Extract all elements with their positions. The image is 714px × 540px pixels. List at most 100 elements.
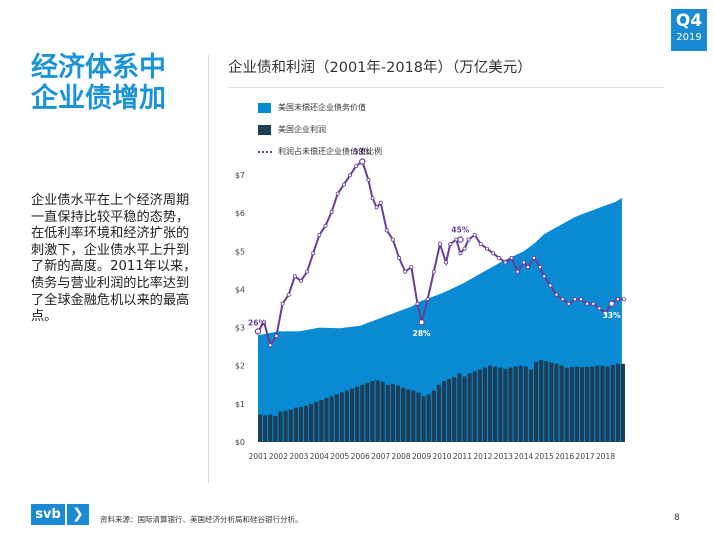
svb-logo: svb ❯ [31,504,89,525]
profit-bar [339,392,344,442]
ratio-point [437,242,442,247]
ratio-point [560,297,565,302]
profit-bar [314,401,319,442]
ratio-point [370,196,375,201]
profit-bar [390,384,395,442]
page-title-line-2: 企业债增加 [31,83,166,114]
profit-bar [278,411,283,442]
profit-bar [457,373,462,442]
ratio-point [354,164,359,169]
profit-bar [452,377,457,442]
ratio-point [274,333,279,338]
ratio-point [431,269,436,274]
profit-bar [615,363,620,442]
profit-bar [268,414,273,442]
ratio-annotation-point [608,300,615,307]
ratio-point [374,205,379,210]
ratio-point [497,255,502,260]
ratio-point [585,301,590,306]
ratio-point [323,223,328,228]
profit-bar [263,415,268,442]
ratio-point [503,260,508,265]
x-tick-label: 2010 [432,452,451,461]
ratio-point [603,310,608,315]
profit-bar [298,406,303,442]
x-tick-label: 2008 [392,452,411,461]
ratio-point [280,301,285,306]
ratio-point [366,177,371,182]
ratio-point [597,306,602,311]
x-tick-label: 2007 [371,452,390,461]
x-tick-label: 2004 [310,452,329,461]
ratio-point [515,269,520,274]
page-title-line-1: 经济体系中 [31,52,166,83]
ratio-point [409,265,414,270]
ratio-point [478,242,483,247]
legend-label-profit: 美国企业利润 [278,125,326,134]
profit-bar [396,385,401,442]
x-tick-label: 2001 [248,452,267,461]
profit-bar [447,379,452,442]
x-tick-label: 2012 [473,452,492,461]
profit-bar [344,390,349,442]
ratio-point [491,251,496,256]
page-title: 经济体系中 企业债增加 [31,52,201,114]
body-paragraph: 企业债水平在上个经济周期一直保持比较平稳的态势，在低利率环境和经济扩张的刺激下，… [31,193,197,325]
profit-bar [467,373,472,442]
ratio-point [448,242,453,247]
ratio-annotation-label: 28% [413,329,431,338]
ratio-point [335,191,340,196]
profit-bar [360,384,365,442]
ratio-point [458,251,463,256]
profit-bar [610,365,615,442]
y-tick-label: $4 [235,285,245,294]
profit-bar [401,387,406,442]
ratio-point [532,255,537,260]
profit-bar [304,405,309,442]
x-tick-label: 2016 [555,452,574,461]
ratio-point [397,255,402,260]
y-tick-label: $3 [235,324,245,333]
profit-bar [406,389,411,442]
profit-bar [283,410,288,442]
ratio-annotation-label: 26% [248,318,266,327]
profit-bar [518,365,523,442]
profit-bar [462,376,467,442]
profit-bar [370,381,375,442]
ratio-point [542,274,547,279]
ratio-point [268,343,273,348]
ratio-point [548,283,553,288]
profit-bar [580,367,585,442]
y-tick-label: $7 [235,171,245,180]
profit-bar [534,361,539,442]
badge-quarter: Q4 [675,11,703,31]
profit-bar [564,367,569,442]
ratio-point [566,301,571,306]
profit-bar [585,366,590,442]
profit-bar [442,381,447,442]
y-tick-label: $0 [235,438,245,447]
profit-bar [334,394,339,442]
x-tick-label: 2009 [412,452,431,461]
profit-bar [380,381,385,442]
x-tick-label: 2015 [535,452,554,461]
ratio-point [472,232,477,237]
ratio-point [554,292,559,297]
profit-bar [590,366,595,442]
profit-bar [411,390,416,442]
ratio-point [444,260,449,265]
profit-bar [431,390,436,442]
logo-text: svb [31,504,65,525]
profit-bar [488,365,493,442]
ratio-line [257,159,624,348]
y-tick-label: $2 [235,362,245,371]
ratio-point [525,265,530,270]
ratio-point [509,255,514,260]
chart-title: 企业债和利润（2001年-2018年）（万亿美元） [228,60,532,76]
profit-bar [493,366,498,442]
profit-bar [600,365,605,442]
ratio-annotation-point [359,158,366,165]
profit-bar [528,369,533,442]
profit-bar [375,380,380,442]
